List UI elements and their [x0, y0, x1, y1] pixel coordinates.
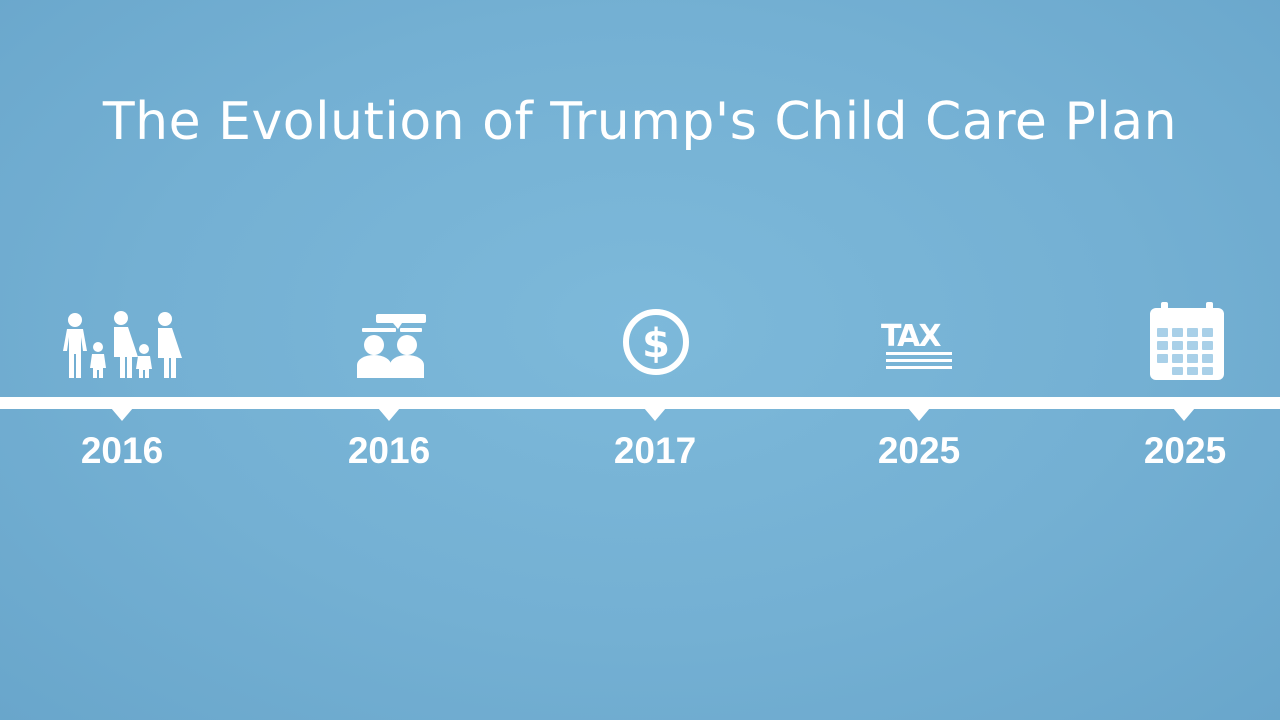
timeline-line: [0, 397, 1280, 409]
svg-text:TAX: TAX: [881, 319, 941, 354]
svg-text:$: $: [642, 321, 670, 367]
timeline-year: 2016: [80, 430, 164, 471]
timeline-marker: [111, 408, 133, 421]
tax-icon: TAX: [850, 298, 990, 388]
dollar-coin-icon: $: [586, 298, 726, 388]
timeline-year: 2025: [1143, 430, 1227, 471]
timeline-marker: [1173, 408, 1195, 421]
timeline-marker: [644, 408, 666, 421]
family-icon: [52, 298, 192, 388]
timeline-marker: [908, 408, 930, 421]
calendar-icon: [1117, 298, 1257, 388]
timeline-marker: [378, 408, 400, 421]
timeline-year: 2017: [613, 430, 697, 471]
timeline-year: 2025: [877, 430, 961, 471]
page-title: The Evolution of Trump's Child Care Plan: [102, 92, 1178, 152]
timeline-year: 2016: [347, 430, 431, 471]
discussion-icon: [320, 298, 460, 388]
